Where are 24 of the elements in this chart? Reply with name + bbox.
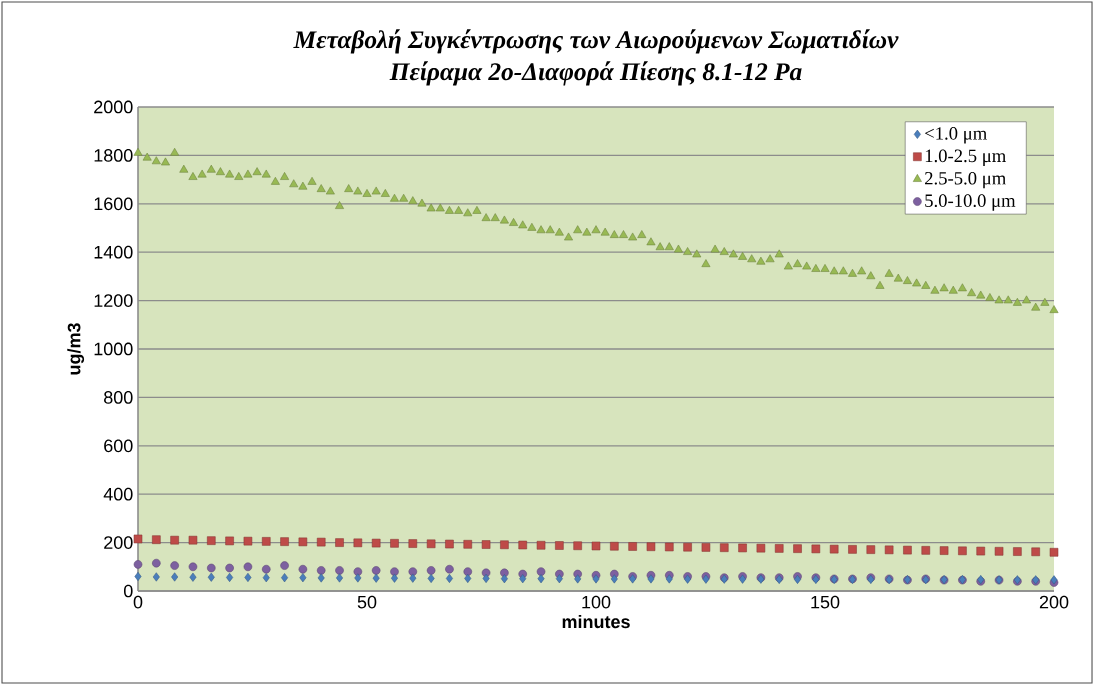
x-tick-label: 50 [357,595,377,609]
legend-label: 2.5-5.0 μm [925,171,1006,189]
x-tick-label: 200 [1039,595,1069,609]
y-tick-label: 1400 [94,245,133,259]
legend-label: 1.0-2.5 μm [925,149,1006,166]
y-tick-label: 1200 [94,294,133,307]
legend-label: <1.0 μm [925,127,987,144]
chart-title: Μεταβολή Συγκέντρωσης των Αιωρούμενων Σωματιδίων [293,29,899,54]
x-tick-label: 100 [582,595,611,609]
y-tick-label: 400 [103,487,133,501]
y-axis-title: ug/m3 [67,323,85,375]
y-tick-label: 0 [123,584,133,598]
y-tick-label: 1800 [94,149,133,162]
chart-subtitle: Πείραμα 2ο-Διαφορά Πίεσης 8.1-12 Pa [389,61,802,86]
x-tick-label: 0 [133,595,143,609]
y-tick-label: 1000 [94,342,133,356]
y-tick-label: 2000 [94,100,133,114]
x-axis-title: minutes [562,614,630,629]
x-tick-label: 150 [811,595,840,609]
legend-label: 5.0-10.0 μm [925,194,1016,211]
y-tick-label: 1600 [94,197,133,211]
y-tick-label: 600 [104,439,133,453]
y-tick-label: 800 [104,391,133,404]
y-tick-label: 200 [104,536,133,549]
